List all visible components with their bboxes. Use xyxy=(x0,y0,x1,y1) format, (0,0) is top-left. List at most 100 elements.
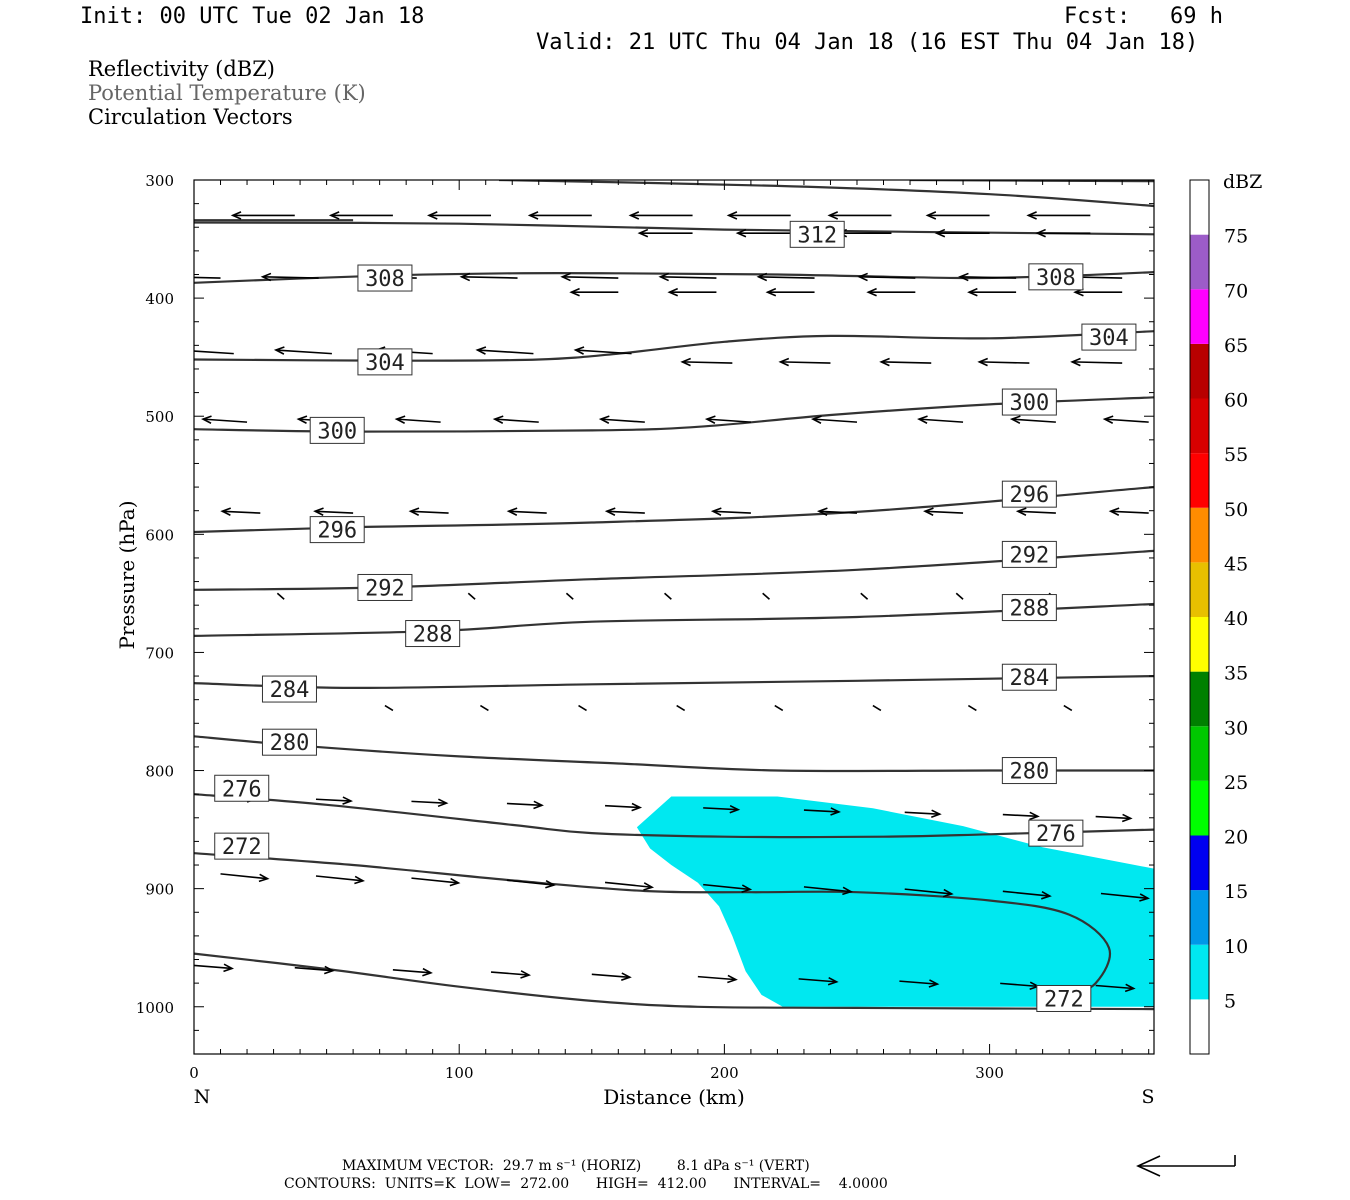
colorbar-level-label: 75 xyxy=(1224,226,1248,248)
theta-contour-label-312: 312 xyxy=(789,220,845,248)
theta-contour-label-304: 304 xyxy=(1081,323,1137,351)
contour-label-layer: 272 272 276 276 280 280 284 284 288 288 292 292 296 2… xyxy=(214,220,1137,1012)
colorbar-level-label: 45 xyxy=(1224,553,1248,575)
theta-contour-label-284: 284 xyxy=(261,675,317,703)
y-tick-label: 800 xyxy=(145,763,174,781)
circulation-vector xyxy=(220,873,270,883)
circulation-vector xyxy=(604,881,655,891)
circulation-vector xyxy=(394,415,441,424)
y-axis-title: Pressure (hPa) xyxy=(115,501,139,650)
svg-text:288: 288 xyxy=(413,623,453,648)
circulation-vector xyxy=(506,507,547,516)
svg-text:276: 276 xyxy=(222,777,262,802)
theta-contour-label-296: 296 xyxy=(309,516,365,544)
circulation-vector xyxy=(904,888,954,898)
colorbar-level-label: 5 xyxy=(1224,990,1236,1012)
circulation-vector xyxy=(798,976,839,986)
theta-contour-label-304: 304 xyxy=(357,348,413,376)
circulation-vector xyxy=(735,228,791,238)
colorbar-level-label: 60 xyxy=(1224,390,1248,412)
colorbar-bin xyxy=(1190,180,1209,235)
circulation-vector xyxy=(967,287,1017,297)
field-label-reflectivity: Reflectivity (dBZ) xyxy=(88,57,276,81)
field-label-vectors: Circulation Vectors xyxy=(88,105,293,129)
x-axis-title: Distance (km) xyxy=(603,1085,745,1109)
circulation-vector xyxy=(857,272,916,282)
circulation-vector xyxy=(658,272,717,282)
theta-contour-label-300: 300 xyxy=(1001,388,1057,416)
circulation-vector xyxy=(628,211,693,220)
svg-text:272: 272 xyxy=(222,835,262,860)
y-tick-label: 500 xyxy=(145,408,174,426)
circulation-vector xyxy=(860,592,869,600)
circulation-vector xyxy=(605,802,643,812)
circulation-vector xyxy=(680,357,733,367)
theta-contour-label-292: 292 xyxy=(1001,540,1057,568)
circulation-vector xyxy=(492,415,539,424)
circulation-vector xyxy=(803,886,853,896)
circulation-vector xyxy=(459,272,518,282)
circulation-vector xyxy=(392,967,433,977)
circulation-vector xyxy=(637,228,693,238)
circulation-vector xyxy=(1002,811,1040,821)
theta-contour-label-300: 300 xyxy=(309,416,365,444)
circulation-vector xyxy=(762,592,770,600)
svg-text:292: 292 xyxy=(365,576,405,601)
colorbar-level-label: 25 xyxy=(1224,772,1248,794)
y-tick-label: 700 xyxy=(145,644,174,662)
colorbar-level-label: 50 xyxy=(1224,499,1248,521)
circulation-vector xyxy=(765,287,815,297)
x-tick-label: 200 xyxy=(710,1064,739,1082)
circulation-vector xyxy=(276,592,285,600)
colorbar-bin xyxy=(1190,890,1209,945)
init-time: Init: 00 UTC Tue 02 Jan 18 xyxy=(80,4,425,29)
circulation-vector xyxy=(925,211,990,220)
colorbar-level-label: 40 xyxy=(1224,608,1248,630)
svg-text:288: 288 xyxy=(1009,597,1049,622)
theta-contour-label-308: 308 xyxy=(1028,263,1084,291)
circulation-vector xyxy=(703,804,741,814)
circulation-vector xyxy=(1070,357,1123,367)
circulation-vector xyxy=(697,974,738,984)
colorbar-bin xyxy=(1190,234,1209,290)
svg-text:312: 312 xyxy=(797,223,837,248)
circulation-vector xyxy=(565,592,574,600)
circulation-vector xyxy=(664,592,672,600)
circulation-vector xyxy=(411,798,449,808)
circulation-vector xyxy=(958,272,1017,282)
circulation-vector xyxy=(899,979,940,988)
theta-contour-label-272: 272 xyxy=(1036,984,1092,1012)
y-tick-label: 900 xyxy=(145,881,174,899)
circulation-vector xyxy=(527,211,592,220)
y-tick-label: 1000 xyxy=(136,999,174,1017)
circulation-vector xyxy=(667,287,717,297)
x-tick-label: 300 xyxy=(975,1064,1004,1082)
theta-contour-label-308: 308 xyxy=(357,264,413,292)
circulation-vector xyxy=(704,415,751,424)
colorbar-bin xyxy=(1190,780,1209,836)
circulation-vector xyxy=(1035,228,1091,238)
circulation-vector xyxy=(977,357,1030,367)
max-vector-info: MAXIMUM VECTOR: 29.7 m s⁻¹ (HORIZ) 8.1 d… xyxy=(342,1158,810,1174)
reflectivity-5-10-dbz-region xyxy=(636,796,1154,1007)
colorbar-level-label: 70 xyxy=(1224,280,1248,302)
circulation-vector xyxy=(260,272,319,282)
circulation-vector xyxy=(467,592,476,600)
theta-contour-label-272: 272 xyxy=(214,832,270,860)
colorbar-bin xyxy=(1190,944,1209,1000)
circulation-vector xyxy=(194,963,235,973)
circulation-vector xyxy=(1108,507,1149,516)
x-tick-label: 100 xyxy=(445,1064,474,1082)
circulation-vector xyxy=(408,507,449,516)
circulation-vector xyxy=(560,272,619,282)
circulation-vector xyxy=(506,800,544,810)
colorbar-bin xyxy=(1190,617,1209,672)
circulation-vector xyxy=(569,287,619,297)
vector-layer xyxy=(194,211,1150,993)
theta-contour-316 xyxy=(498,180,1154,208)
svg-text:304: 304 xyxy=(1089,326,1129,351)
circulation-vector xyxy=(879,357,932,367)
svg-text:292: 292 xyxy=(1009,543,1049,568)
svg-text:272: 272 xyxy=(1044,987,1084,1012)
circulation-vector xyxy=(803,807,841,816)
